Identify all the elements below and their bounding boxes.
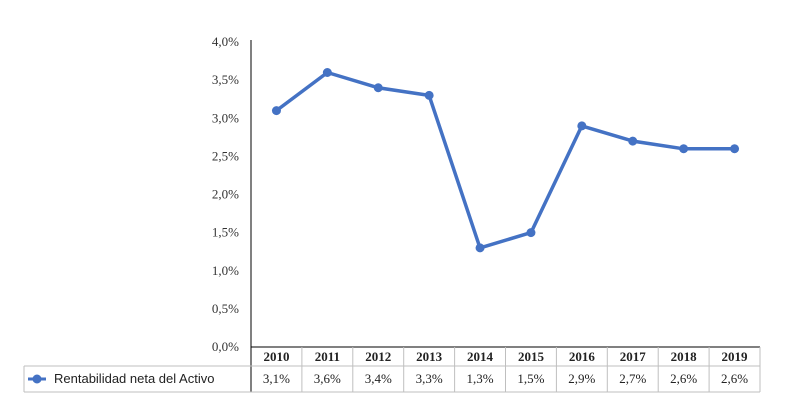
x-category-label: 2019: [722, 349, 749, 364]
data-point-marker: [628, 136, 638, 146]
data-point-marker: [322, 68, 332, 77]
data-table-cell: 2,6%: [721, 371, 748, 386]
x-category-label: 2011: [315, 349, 340, 364]
data-table-cell: 2,9%: [568, 371, 595, 386]
data-table-cell: 3,6%: [314, 371, 341, 386]
x-category-label: 2013: [416, 349, 443, 364]
y-tick-label: 4,0%: [212, 34, 239, 49]
y-tick-label: 3,0%: [212, 110, 239, 125]
y-tick-label: 0,0%: [212, 339, 239, 354]
data-point-marker: [577, 121, 587, 131]
x-category-label: 2016: [569, 349, 596, 364]
x-category-label: 2014: [467, 349, 494, 364]
data-table-cell: 1,5%: [517, 371, 544, 386]
data-table-cell: 3,4%: [365, 371, 392, 386]
y-tick-label: 0,5%: [212, 301, 239, 316]
data-table-cell: 2,6%: [670, 371, 697, 386]
data-point-marker: [271, 106, 281, 116]
y-tick-label: 1,5%: [212, 225, 239, 240]
data-point-marker: [730, 144, 740, 154]
legend-series-name: Rentabilidad neta del Activo: [54, 371, 214, 386]
series-line: [275, 70, 735, 250]
data-point-marker: [475, 243, 485, 253]
y-tick-label: 2,5%: [212, 148, 239, 163]
x-category-label: 2015: [518, 349, 545, 364]
y-tick-label: 3,5%: [212, 72, 239, 87]
x-category-label: 2018: [671, 349, 698, 364]
x-category-label: 2017: [620, 349, 647, 364]
y-tick-label: 1,0%: [212, 263, 239, 278]
data-point-marker: [679, 144, 689, 154]
x-category-label: 2012: [365, 349, 391, 364]
data-table-cell: 2,7%: [619, 371, 646, 386]
legend-marker-icon: [32, 374, 42, 384]
data-point-marker: [424, 90, 434, 100]
data-point-marker: [526, 228, 536, 238]
data-table-cell: 3,3%: [416, 371, 443, 386]
data-point-marker: [373, 83, 383, 93]
x-category-label: 2010: [263, 349, 289, 364]
y-tick-label: 2,0%: [212, 187, 239, 202]
data-table-cell: 3,1%: [263, 371, 290, 386]
data-table-cell: 1,3%: [467, 371, 494, 386]
